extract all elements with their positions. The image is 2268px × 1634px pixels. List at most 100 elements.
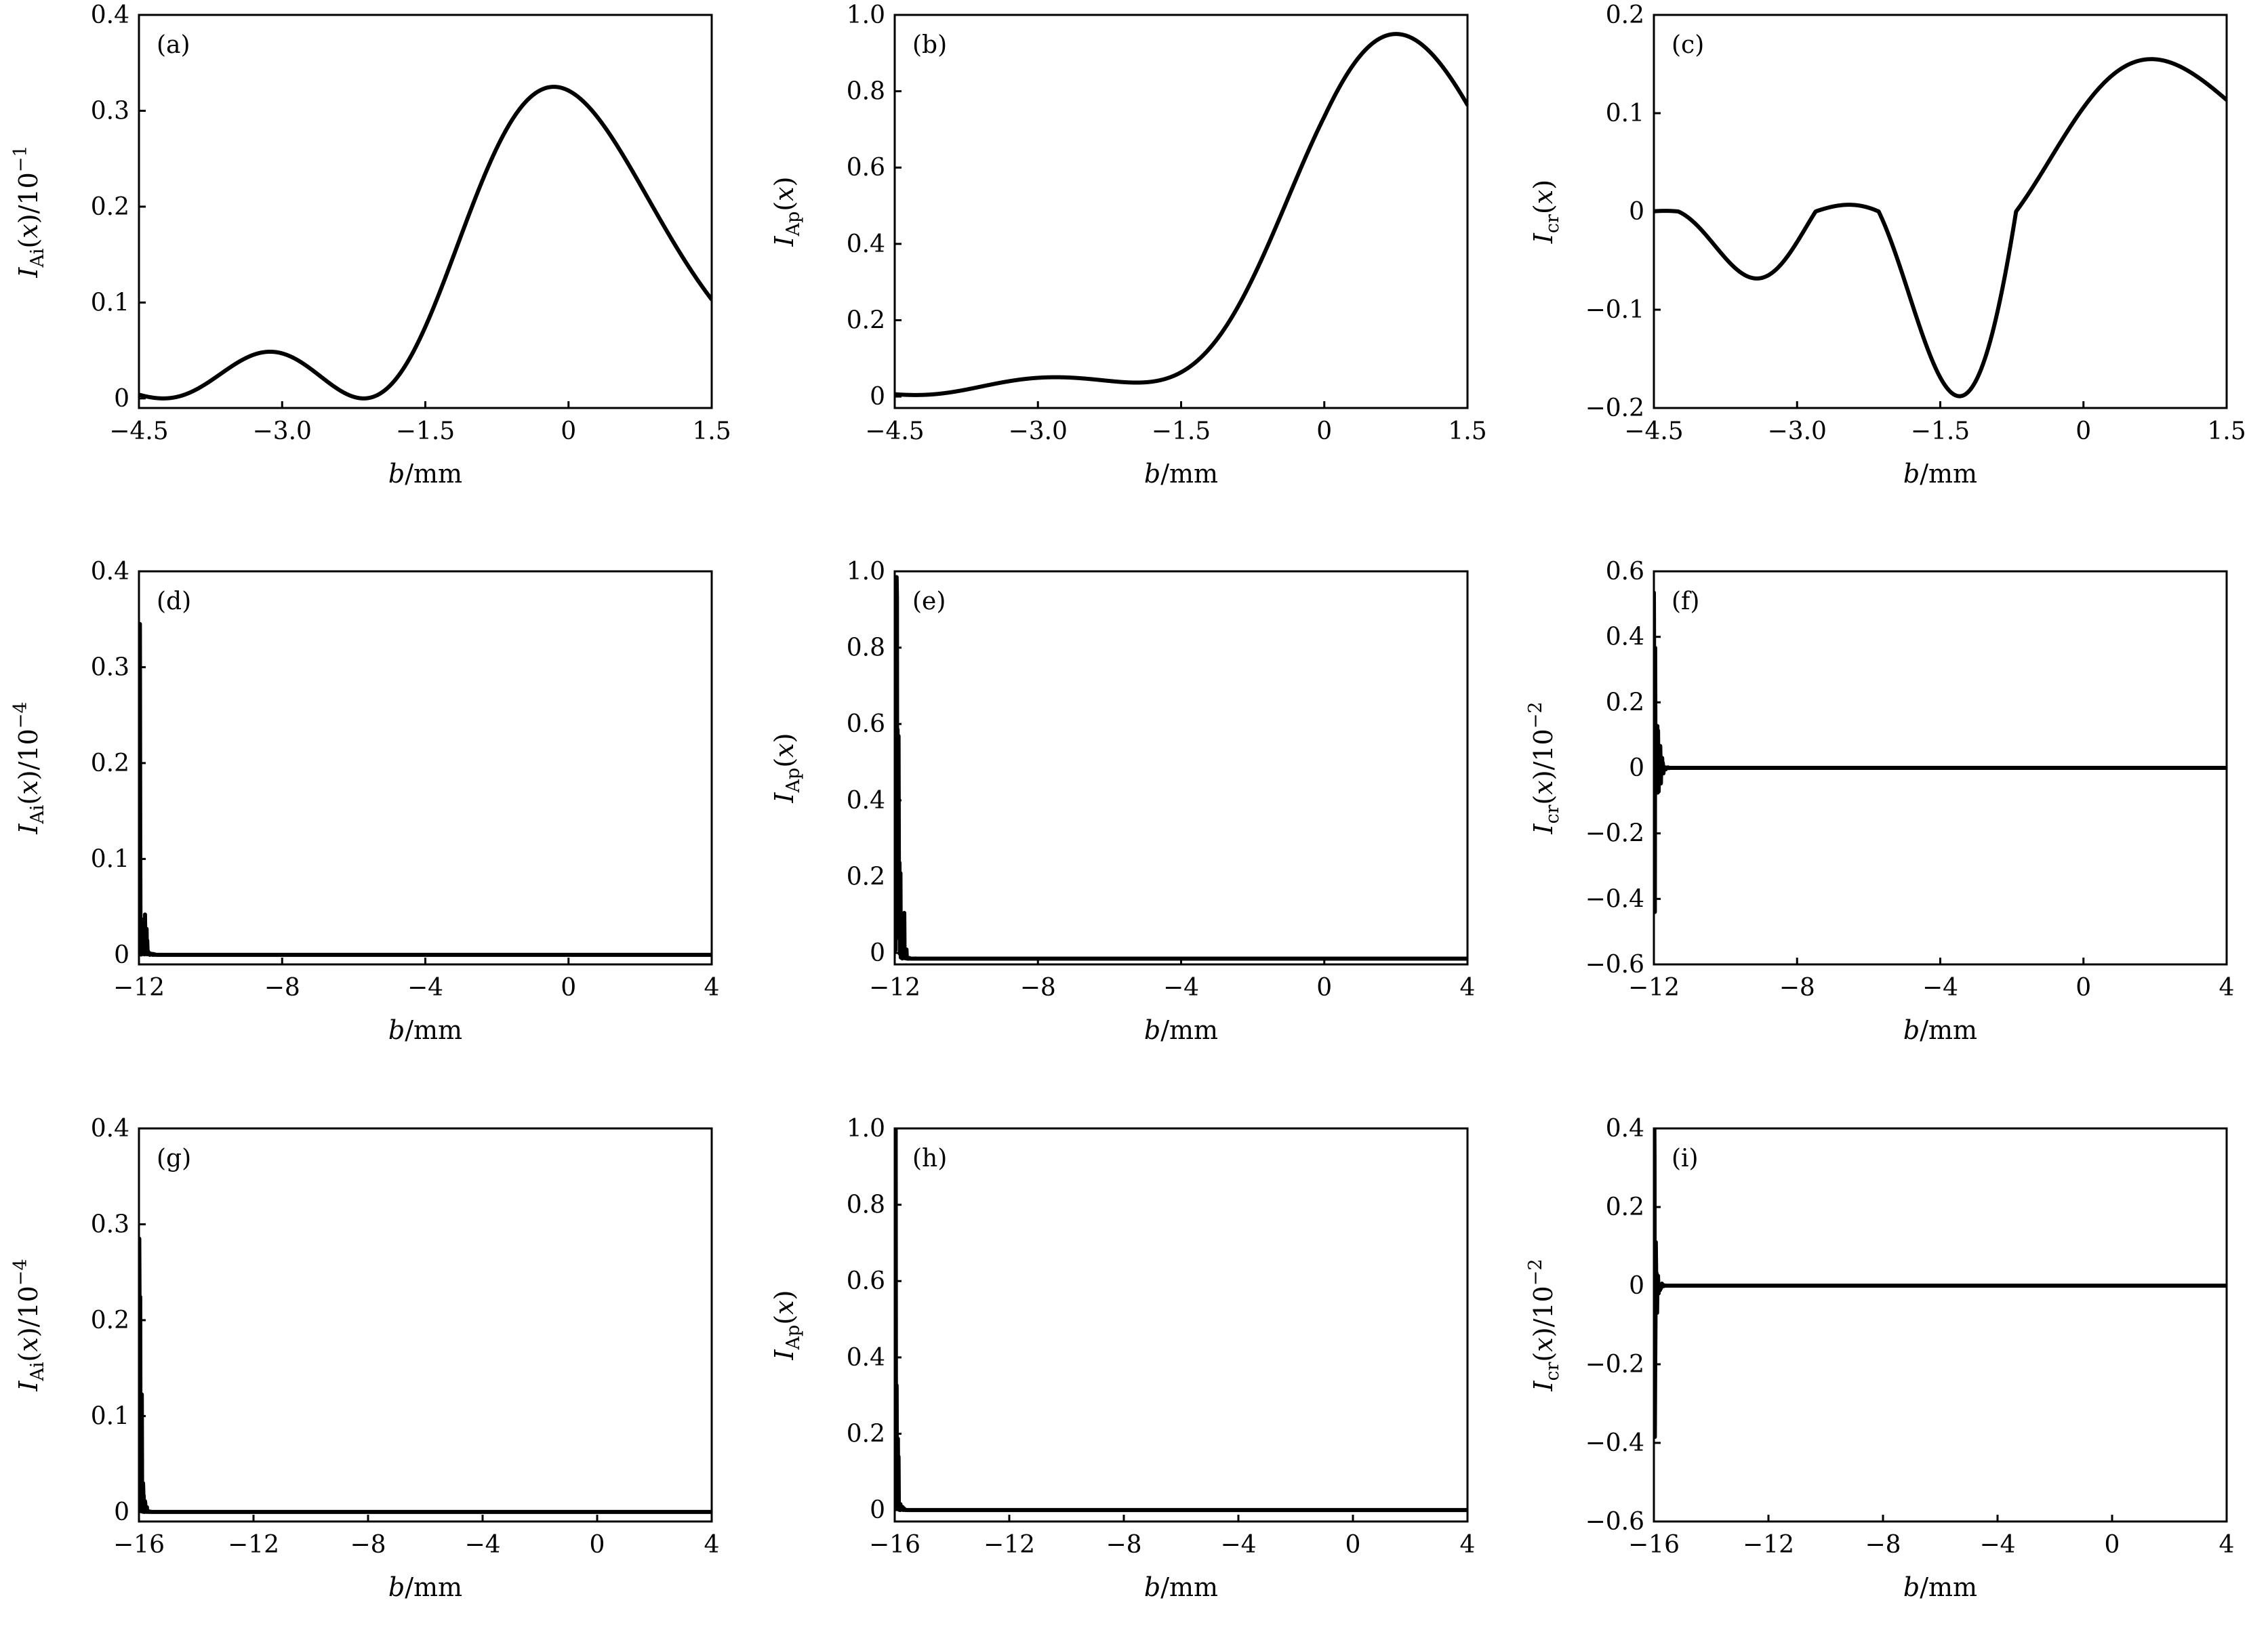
plot-frame bbox=[138, 570, 713, 966]
y-tick-label: 0.4 bbox=[1606, 1115, 1644, 1143]
x-axis-label: b/mm bbox=[1903, 459, 1977, 489]
y-tick-label: 0.1 bbox=[91, 289, 129, 316]
panel-label: (h) bbox=[912, 1145, 947, 1172]
y-axis-label: IAi(x)/10−1 bbox=[10, 145, 48, 278]
y-axis-label: Icr(x) bbox=[1528, 180, 1563, 244]
y-axis-label: IAi(x)/10−4 bbox=[10, 701, 48, 834]
y-tick-label: 0.1 bbox=[91, 1402, 129, 1430]
x-axis-label: b/mm bbox=[1903, 1572, 1977, 1602]
y-tick-label: 0.4 bbox=[91, 1115, 129, 1143]
y-tick-label: 0 bbox=[1629, 198, 1644, 226]
panel-f: −12 −8 −4 0 4 −0.6 −0.4 −0.2 0 0.2 0.4 0.6 (f) b/mm Ic… bbox=[1525, 558, 2234, 1045]
x-tick-label: 4 bbox=[704, 1531, 720, 1559]
y-tick-label: 0.2 bbox=[91, 193, 129, 221]
y-axis-label: IAi(x)/10−4 bbox=[10, 1259, 48, 1391]
y-tick-label: −0.6 bbox=[1585, 1508, 1644, 1536]
x-tick-label: −8 bbox=[1020, 974, 1056, 1002]
y-tick-label: −0.1 bbox=[1585, 296, 1644, 324]
x-tick-label: −4 bbox=[1220, 1531, 1256, 1559]
y-tick-label: 0.4 bbox=[847, 230, 885, 258]
y-tick-label: 0.4 bbox=[91, 1, 129, 29]
y-tick-label: 0 bbox=[114, 1498, 129, 1526]
plot-frame bbox=[138, 1127, 713, 1523]
x-tick-label: 0 bbox=[1316, 417, 1332, 445]
x-tick-label: −4.5 bbox=[865, 417, 924, 445]
x-tick-label: −1.5 bbox=[1152, 417, 1211, 445]
panel-label: (c) bbox=[1672, 31, 1704, 59]
panel-label: (b) bbox=[912, 31, 947, 59]
y-axis-label: IAp(x) bbox=[769, 1290, 804, 1361]
y-tick-label: 0.4 bbox=[847, 1344, 885, 1372]
x-tick-label: 1.5 bbox=[692, 417, 731, 445]
panel-label: (a) bbox=[157, 31, 190, 59]
y-tick-label: 0.6 bbox=[847, 710, 885, 738]
panel-e: −12 −8 −4 0 4 0 0.2 0.4 0.6 0.8 1.0 (e) b/mm IAp(x) bbox=[769, 558, 1475, 1045]
y-tick-label: −0.2 bbox=[1585, 394, 1644, 422]
x-tick-label: 1.5 bbox=[1448, 417, 1486, 445]
x-tick-label: −16 bbox=[1628, 1531, 1680, 1559]
x-tick-label: −16 bbox=[113, 1531, 165, 1559]
y-tick-label: 1.0 bbox=[847, 558, 885, 586]
panel-label: (f) bbox=[1672, 588, 1699, 615]
panel-h: −16 −12 −8 −4 0 4 0 0.2 0.4 0.6 0.8 1.0 (h) b/mm IAp(x… bbox=[769, 1115, 1475, 1602]
y-tick-label: 0.2 bbox=[847, 306, 885, 334]
y-axis-label: Icr(x)/10−2 bbox=[1525, 1259, 1563, 1391]
y-tick-label: 0.2 bbox=[1606, 689, 1644, 716]
y-tick-label: −0.2 bbox=[1585, 820, 1644, 848]
y-tick-label: 0.8 bbox=[847, 78, 885, 106]
y-tick-label: 0.1 bbox=[1606, 100, 1644, 127]
x-axis-label: b/mm bbox=[388, 459, 462, 489]
y-tick-label: 0 bbox=[870, 383, 885, 411]
plot-frame bbox=[1653, 1127, 2228, 1523]
y-tick-label: 0 bbox=[870, 1496, 885, 1524]
y-tick-label: 0 bbox=[1629, 1272, 1644, 1300]
y-tick-label: 0.8 bbox=[847, 634, 885, 662]
y-tick-label: 0.2 bbox=[847, 1420, 885, 1448]
x-tick-label: −8 bbox=[264, 974, 300, 1002]
x-axis-label: b/mm bbox=[388, 1572, 462, 1602]
y-tick-label: 0 bbox=[114, 385, 129, 413]
y-tick-label: −0.4 bbox=[1585, 885, 1644, 913]
panel-label: (g) bbox=[157, 1145, 191, 1172]
x-tick-label: −8 bbox=[350, 1531, 386, 1559]
x-tick-label: −1.5 bbox=[1911, 417, 1970, 445]
x-axis-label: b/mm bbox=[1144, 1572, 1218, 1602]
x-tick-label: 4 bbox=[2219, 974, 2235, 1002]
plot-frame bbox=[1653, 14, 2228, 409]
series-line-0 bbox=[895, 1128, 1467, 1513]
y-tick-label: −0.2 bbox=[1585, 1351, 1644, 1378]
x-tick-label: −16 bbox=[869, 1531, 920, 1559]
x-tick-label: −4 bbox=[1163, 974, 1199, 1002]
y-axis-label: Icr(x)/10−2 bbox=[1525, 701, 1563, 834]
y-tick-label: 0.1 bbox=[91, 845, 129, 873]
y-tick-label: 0.6 bbox=[847, 154, 885, 182]
series-line-0 bbox=[1654, 57, 2227, 399]
x-tick-label: −4 bbox=[1922, 974, 1958, 1002]
panel-label: (d) bbox=[157, 588, 191, 615]
y-tick-label: 0.3 bbox=[91, 1210, 129, 1238]
y-tick-label: 0.2 bbox=[1606, 1, 1644, 29]
x-tick-label: −12 bbox=[228, 1531, 279, 1559]
x-tick-label: −12 bbox=[1743, 1531, 1794, 1559]
x-tick-label: −3.0 bbox=[253, 417, 312, 445]
y-tick-label: 1.0 bbox=[847, 1115, 885, 1143]
x-tick-label: −8 bbox=[1865, 1531, 1901, 1559]
x-axis-label: b/mm bbox=[1144, 1015, 1218, 1045]
series-line-0 bbox=[1654, 590, 2227, 914]
panel-i: −16 −12 −8 −4 0 4 −0.6 −0.4 −0.2 0 0.2 0.4 (i) b/mm Ic… bbox=[1525, 1115, 2234, 1602]
x-axis-label: b/mm bbox=[388, 1015, 462, 1045]
y-tick-label: −0.6 bbox=[1585, 951, 1644, 979]
x-tick-label: −12 bbox=[113, 974, 165, 1002]
x-tick-label: 0 bbox=[561, 974, 576, 1002]
x-axis-label: b/mm bbox=[1144, 459, 1218, 489]
x-tick-label: 0 bbox=[2105, 1531, 2120, 1559]
x-tick-label: −4.5 bbox=[1624, 417, 1683, 445]
x-tick-label: −8 bbox=[1106, 1531, 1141, 1559]
plot-frame bbox=[138, 14, 713, 409]
panel-g: −16 −12 −8 −4 0 4 0 0.1 0.2 0.3 0.4 (g) b/mm IAi(x)/1… bbox=[10, 1115, 719, 1602]
x-tick-label: 0 bbox=[1345, 1531, 1361, 1559]
series-line-0 bbox=[139, 85, 712, 401]
y-tick-label: 0.3 bbox=[91, 97, 129, 125]
panel-label: (e) bbox=[912, 588, 946, 615]
y-axis-label: IAp(x) bbox=[769, 733, 804, 804]
